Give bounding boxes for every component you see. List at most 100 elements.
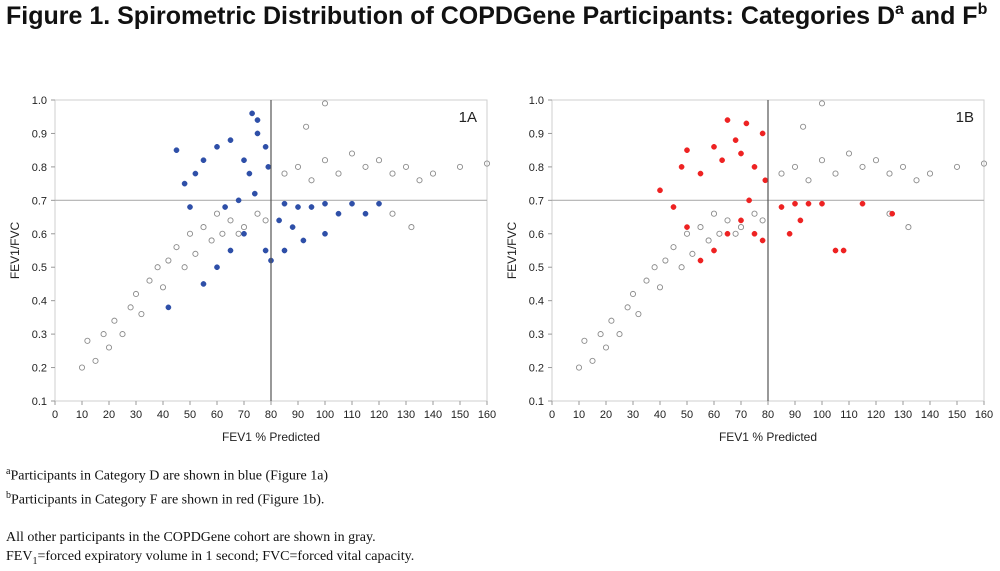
gray-point — [408, 224, 415, 231]
red-point — [889, 210, 896, 217]
gray-point — [759, 217, 766, 224]
blue-point — [227, 247, 234, 254]
blue-point — [322, 200, 328, 207]
gray-point — [208, 237, 215, 244]
red-point — [859, 200, 866, 207]
series-other-participants — [575, 100, 988, 371]
blue-point — [251, 190, 258, 197]
gray-point — [181, 264, 188, 271]
blue-point — [281, 200, 288, 207]
gray-point — [308, 177, 315, 184]
red-point — [762, 177, 769, 184]
gray-point — [818, 157, 826, 164]
x-tick-label: 60 — [708, 409, 720, 421]
x-tick-label: 140 — [921, 409, 939, 421]
y-tick-label: 0.3 — [529, 329, 544, 341]
gray-point — [213, 210, 221, 217]
x-tick-label: 160 — [975, 409, 993, 421]
blue-point — [362, 210, 369, 217]
gray-point — [581, 337, 588, 344]
red-point — [738, 150, 744, 157]
red-point — [697, 257, 704, 264]
gray-point — [635, 310, 642, 318]
gray-point — [321, 157, 329, 164]
gray-point — [262, 217, 269, 224]
red-point — [743, 120, 750, 127]
red-point — [746, 197, 752, 204]
x-tick-label: 60 — [211, 409, 223, 421]
panel-label: 1B — [956, 109, 974, 126]
red-point — [797, 217, 804, 224]
gray-point — [926, 170, 934, 177]
x-tick-label: 30 — [627, 409, 639, 421]
figure-title: Figure 1. Spirometric Distribution of CO… — [6, 1, 996, 31]
gray-point — [737, 224, 745, 231]
y-tick-label: 0.5 — [529, 262, 544, 274]
gray-point — [805, 177, 812, 184]
gray-point — [624, 304, 631, 311]
y-tick-label: 1.0 — [529, 95, 544, 107]
x-tick-label: 90 — [292, 409, 304, 421]
gray-point — [845, 150, 853, 157]
gray-point — [375, 157, 383, 164]
x-tick-label: 140 — [424, 409, 442, 421]
blue-point — [192, 170, 199, 177]
red-point — [711, 247, 717, 254]
gray-point — [905, 224, 912, 231]
gray-point — [111, 317, 118, 324]
blue-point — [281, 247, 288, 254]
x-tick-label: 40 — [157, 409, 169, 421]
gray-point — [235, 230, 242, 237]
red-point — [792, 200, 798, 207]
scatter-chart-1a: 0 10 20 30 40 50 60 70 80 90 100 110 120 130 140 150 160… — [8, 95, 496, 444]
gray-point — [240, 224, 248, 231]
series-category-d — [165, 110, 382, 311]
blue-point — [335, 210, 342, 217]
x-tick-label: 150 — [948, 409, 966, 421]
gray-point — [192, 250, 199, 257]
blue-point — [308, 204, 315, 210]
red-point — [684, 147, 690, 154]
panel-label: 1A — [459, 109, 477, 126]
y-tick-label: 0.7 — [529, 195, 544, 207]
x-tick-label: 0 — [549, 409, 555, 421]
y-tick-label: 0.5 — [32, 262, 47, 274]
gray-point — [575, 364, 583, 371]
gray-point — [254, 210, 261, 217]
gray-point — [608, 317, 615, 324]
blue-point — [187, 204, 193, 210]
gray-point — [683, 230, 691, 237]
x-tick-label: 130 — [894, 409, 912, 421]
gray-point — [84, 337, 91, 344]
x-tick-label: 50 — [681, 409, 693, 421]
y-tick-label: 0.9 — [529, 128, 544, 140]
gray-point — [778, 170, 785, 177]
x-tick-label: 90 — [789, 409, 801, 421]
y-tick-label: 0.8 — [32, 162, 47, 174]
red-point — [724, 117, 731, 123]
abbrev-prefix: FEV — [6, 549, 33, 565]
red-point — [732, 137, 739, 143]
red-point — [678, 164, 685, 170]
note-abbreviations: FEV1=forced expiratory volume in 1 secon… — [6, 547, 706, 571]
x-tick-label: 80 — [265, 409, 277, 421]
gray-point — [832, 170, 839, 177]
gray-point — [362, 163, 369, 170]
x-tick-label: 150 — [451, 409, 469, 421]
gray-point — [678, 264, 685, 271]
gray-point — [616, 331, 623, 338]
gray-point — [662, 257, 669, 264]
blue-point — [222, 204, 228, 210]
gray-point — [105, 344, 113, 351]
gray-point — [670, 244, 677, 251]
gray-point — [689, 250, 696, 257]
gray-point — [146, 277, 153, 284]
red-point — [819, 200, 825, 207]
blue-point — [165, 304, 172, 311]
gray-point — [456, 163, 464, 170]
note-a-text: Participants in Category D are shown in … — [10, 468, 329, 484]
red-point — [684, 224, 690, 230]
red-point — [805, 200, 812, 207]
gray-point — [165, 257, 172, 264]
red-point — [738, 217, 744, 224]
